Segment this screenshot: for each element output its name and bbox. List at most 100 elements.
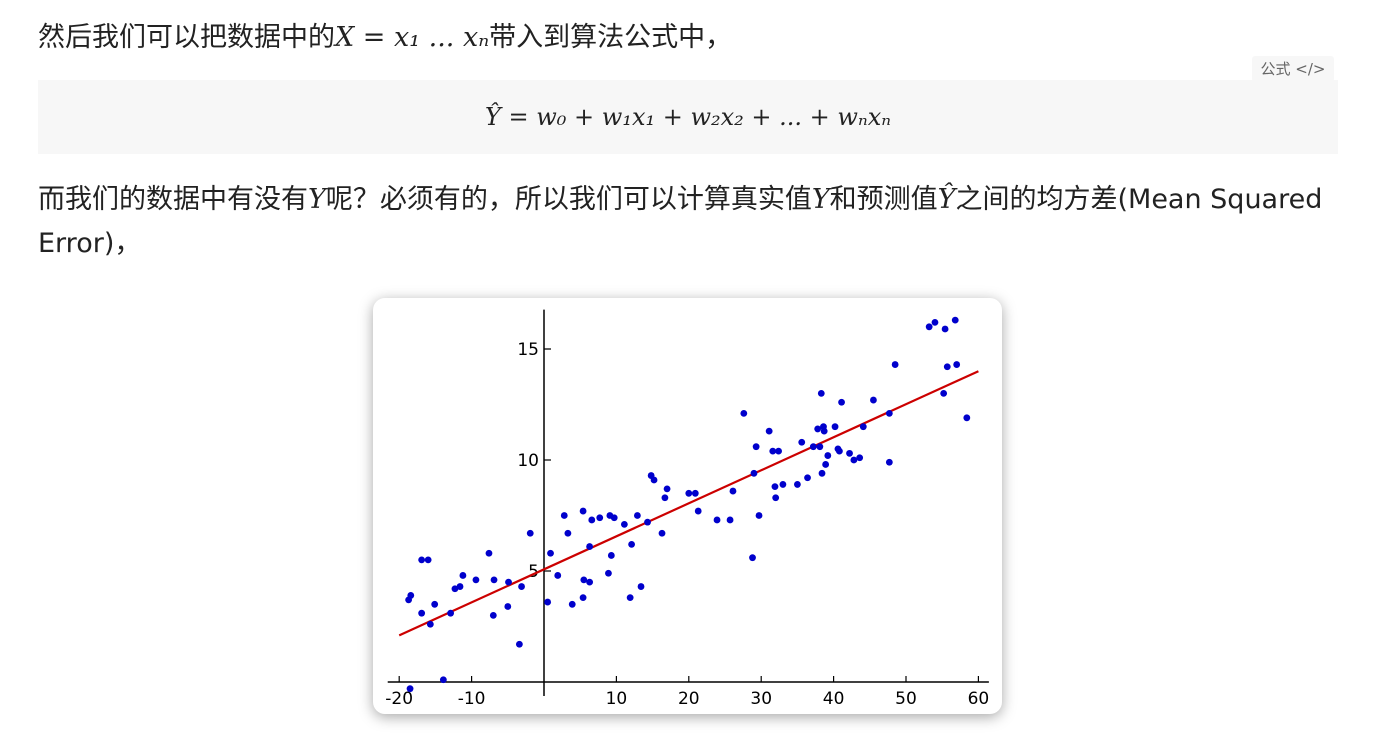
- explanation-text-3: 和预测值: [829, 184, 938, 215]
- data-point: [838, 398, 845, 406]
- data-point: [846, 449, 853, 457]
- formula-code-toggle[interactable]: 公式 </>: [1252, 56, 1334, 82]
- data-point: [726, 516, 734, 524]
- data-point: [472, 576, 480, 584]
- data-point: [749, 554, 756, 562]
- data-point: [596, 514, 604, 522]
- data-point: [925, 323, 933, 331]
- data-point: [431, 600, 439, 608]
- code-icon: </>: [1295, 60, 1326, 78]
- data-point: [418, 609, 426, 617]
- data-point: [451, 585, 459, 593]
- data-point: [586, 578, 594, 586]
- data-point: [544, 598, 552, 606]
- data-point: [588, 516, 596, 524]
- data-point: [775, 447, 782, 455]
- data-point: [941, 325, 949, 333]
- scatter-chart-card: -20 -10 10 20 30 40 50 60 5 10 15: [373, 298, 1002, 714]
- data-point: [870, 396, 877, 404]
- data-point: [626, 594, 634, 602]
- data-point: [779, 481, 787, 488]
- data-point: [794, 481, 801, 488]
- data-point: [750, 469, 758, 477]
- formula-tag-label: 公式: [1260, 60, 1291, 78]
- data-point: [663, 485, 671, 493]
- data-point: [426, 620, 434, 628]
- scatter-chart: -20 -10 10 20 30 40 50 60 5 10 15: [385, 309, 990, 709]
- y-tick-label: 10: [517, 451, 539, 471]
- data-point: [859, 423, 867, 431]
- data-point: [628, 540, 636, 548]
- x-tick-label: 40: [823, 689, 845, 709]
- data-point: [547, 549, 554, 557]
- data-point: [822, 461, 830, 468]
- data-point: [818, 469, 826, 477]
- x-tick-label: 50: [895, 689, 917, 709]
- data-point: [765, 427, 773, 435]
- regression-formula: Ŷ = w₀ + w₁x₁ + w₂x₂ + ... + wₙxₙ: [485, 103, 891, 131]
- data-point: [798, 438, 806, 446]
- data-point: [931, 318, 939, 326]
- data-point: [586, 543, 594, 550]
- data-point: [579, 594, 587, 602]
- data-point: [418, 556, 426, 564]
- inline-math-y: Y: [308, 184, 326, 215]
- data-point: [407, 592, 415, 599]
- data-point: [526, 529, 534, 537]
- data-point: [804, 474, 811, 482]
- data-point: [835, 447, 843, 455]
- data-point: [856, 454, 864, 462]
- data-point: [424, 556, 432, 564]
- intro-paragraph: 然后我们可以把数据中的X = x₁ ... xₙ带入到算法公式中，: [38, 16, 1340, 60]
- data-point: [607, 552, 615, 559]
- data-point: [850, 456, 858, 464]
- data-point: [685, 489, 693, 497]
- data-point: [504, 603, 512, 610]
- data-point: [820, 427, 828, 435]
- inline-math-y-hat: Ŷ: [937, 184, 956, 215]
- data-point: [658, 529, 666, 537]
- formula-block: Ŷ = w₀ + w₁x₁ + w₂x₂ + ... + wₙxₙ: [38, 80, 1338, 154]
- x-tick-label: 60: [968, 689, 990, 709]
- x-tick-label: 30: [750, 689, 772, 709]
- data-point: [633, 512, 641, 519]
- intro-text-after: 带入到算法公式中，: [489, 22, 733, 53]
- data-point: [713, 516, 721, 524]
- x-tick-label: 10: [606, 689, 628, 709]
- y-tick-label: 5: [528, 562, 539, 582]
- data-point: [963, 414, 971, 422]
- data-point: [406, 685, 414, 693]
- data-point: [447, 609, 455, 617]
- x-tick-label: 20: [678, 689, 700, 709]
- data-point: [769, 447, 777, 455]
- data-point: [953, 361, 961, 368]
- explanation-text-2: 呢？必须有的，所以我们可以计算真实值: [325, 184, 812, 215]
- explanation-text-1: 而我们的数据中有没有: [38, 184, 308, 215]
- data-point: [439, 676, 447, 684]
- data-point: [752, 443, 760, 451]
- data-point: [560, 512, 568, 519]
- explanation-paragraph: 而我们的数据中有没有Y呢？必须有的，所以我们可以计算真实值Y和预测值Ŷ之间的均方…: [38, 178, 1340, 266]
- data-point: [885, 458, 893, 466]
- data-point: [554, 572, 562, 579]
- explanation-text-4: 之间的均方差(Mean Squared Error)，: [38, 184, 1323, 259]
- data-point: [568, 600, 576, 608]
- data-point: [951, 316, 959, 324]
- x-tick-label: -20: [385, 689, 413, 709]
- data-point: [518, 583, 525, 590]
- data-point: [620, 520, 628, 528]
- data-point: [580, 576, 588, 584]
- data-point: [771, 483, 779, 491]
- data-point: [579, 507, 587, 515]
- data-point: [610, 514, 618, 522]
- data-point: [814, 425, 822, 433]
- data-point: [885, 409, 893, 417]
- data-point: [940, 390, 948, 397]
- data-point: [729, 487, 737, 495]
- intro-text-before: 然后我们可以把数据中的: [38, 22, 335, 53]
- data-point: [772, 494, 780, 502]
- data-point: [637, 583, 645, 590]
- x-tick-label: -10: [458, 689, 486, 709]
- data-point: [485, 549, 493, 557]
- data-point: [505, 578, 512, 586]
